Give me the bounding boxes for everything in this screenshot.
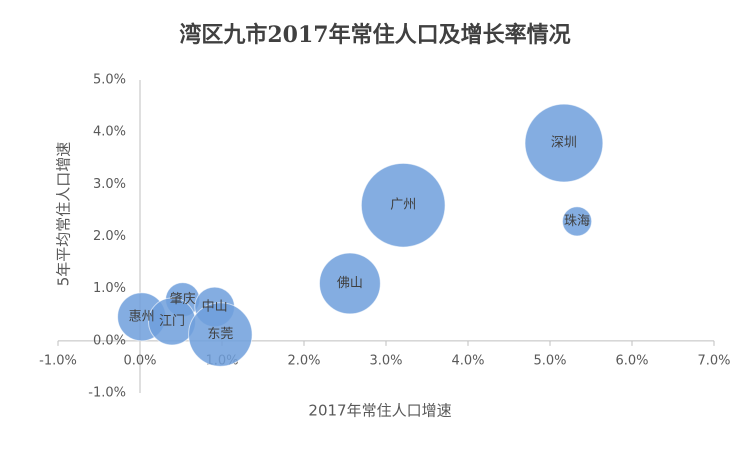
y-tick-label: 5.0% (93, 73, 126, 88)
y-tick-label: 2.0% (93, 229, 126, 244)
x-tick-label: 2.0% (287, 353, 320, 368)
bubble-label: 江门 (159, 314, 185, 329)
bubble (360, 162, 446, 248)
x-tick-label: 4.0% (451, 353, 484, 368)
bubble-label: 深圳 (551, 136, 577, 151)
y-axis-title: 5年平均常住人口增速 (55, 142, 73, 287)
y-tick-label: 4.0% (93, 125, 126, 140)
chart-title: 湾区九市2017年常住人口及增长率情况 (179, 22, 570, 48)
x-tick-label: 5.0% (533, 353, 566, 368)
bubble (318, 252, 381, 315)
bubble-label: 东莞 (207, 327, 233, 342)
bubble-label: 肇庆 (170, 292, 196, 307)
y-tick-label: -1.0% (88, 386, 126, 401)
y-tick-label: 0.0% (93, 333, 126, 348)
x-tick-label: 6.0% (615, 353, 648, 368)
bubble-label: 珠海 (564, 214, 590, 229)
y-tick-label: 1.0% (93, 281, 126, 296)
x-axis-title: 2017年常住人口增速 (308, 402, 451, 420)
bubble-label: 中山 (202, 299, 228, 314)
x-tick-label: 0.0% (123, 353, 156, 368)
bubble-label: 佛山 (337, 276, 363, 291)
x-tick-label: -1.0% (39, 353, 77, 368)
y-tick-label: 3.0% (93, 177, 126, 192)
x-tick-label: 7.0% (697, 353, 730, 368)
bubble (188, 302, 253, 367)
bubble (561, 206, 593, 237)
bubble (524, 103, 604, 183)
x-tick-label: 3.0% (369, 353, 402, 368)
bubble-label: 广州 (390, 198, 416, 213)
bubble-label: 惠州 (129, 309, 155, 324)
